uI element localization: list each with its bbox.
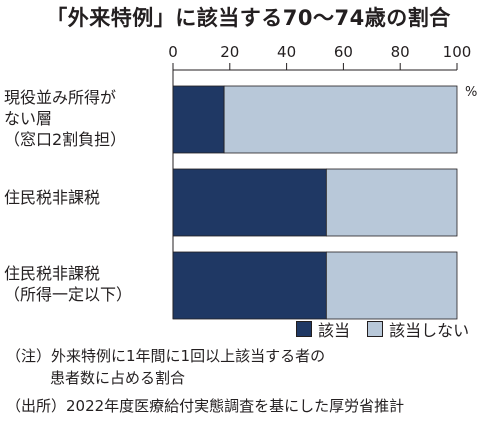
legend: 該当 該当しない (296, 317, 481, 341)
x-tick-label-0: 0 (168, 43, 178, 61)
x-tick-label-4: 80 (391, 43, 410, 61)
bar-1-applicable (172, 85, 225, 154)
category-label-2: 住民税非課税 (4, 188, 101, 207)
category-label-3: 住民税非課税 （所得一定以下） (4, 264, 133, 304)
x-axis-ticks: 0 20 40 60 80 100 (168, 43, 471, 319)
x-tick-label-2: 40 (277, 43, 296, 61)
note-line-2: 患者数に占める割合 (50, 369, 186, 387)
legend-item-not-applicable: 該当しない (367, 317, 469, 341)
x-tick-label-3: 60 (334, 43, 353, 61)
source-note: （出所）2022年度医療給付実態調査を基にした厚労省推計 (6, 397, 405, 415)
category-label-1: 現役並み所得が ない層 （窓口2割負担） (4, 88, 127, 149)
legend-item-applicable: 該当 (296, 317, 350, 341)
legend-swatch-not-applicable (367, 321, 384, 337)
bar-2-applicable (172, 168, 327, 237)
x-tick-label-1: 20 (220, 43, 239, 61)
x-tick-label-5: 100 (443, 43, 472, 61)
note-line-1: （注）外来特例に1年間に1回以上該当する者の (6, 347, 326, 365)
legend-swatch-applicable (296, 321, 312, 337)
bar-2-not-applicable (325, 168, 458, 237)
legend-label-not-applicable: 該当しない (389, 321, 470, 340)
bar-1-not-applicable (223, 85, 458, 154)
bar-3-not-applicable (325, 251, 458, 320)
bars (172, 85, 458, 320)
legend-label-applicable: 該当 (318, 321, 351, 340)
bar-3-applicable (172, 251, 327, 320)
unit-label: % (465, 85, 477, 100)
chart-title: 「外来特例」に該当する70〜74歳の割合 (46, 6, 451, 30)
